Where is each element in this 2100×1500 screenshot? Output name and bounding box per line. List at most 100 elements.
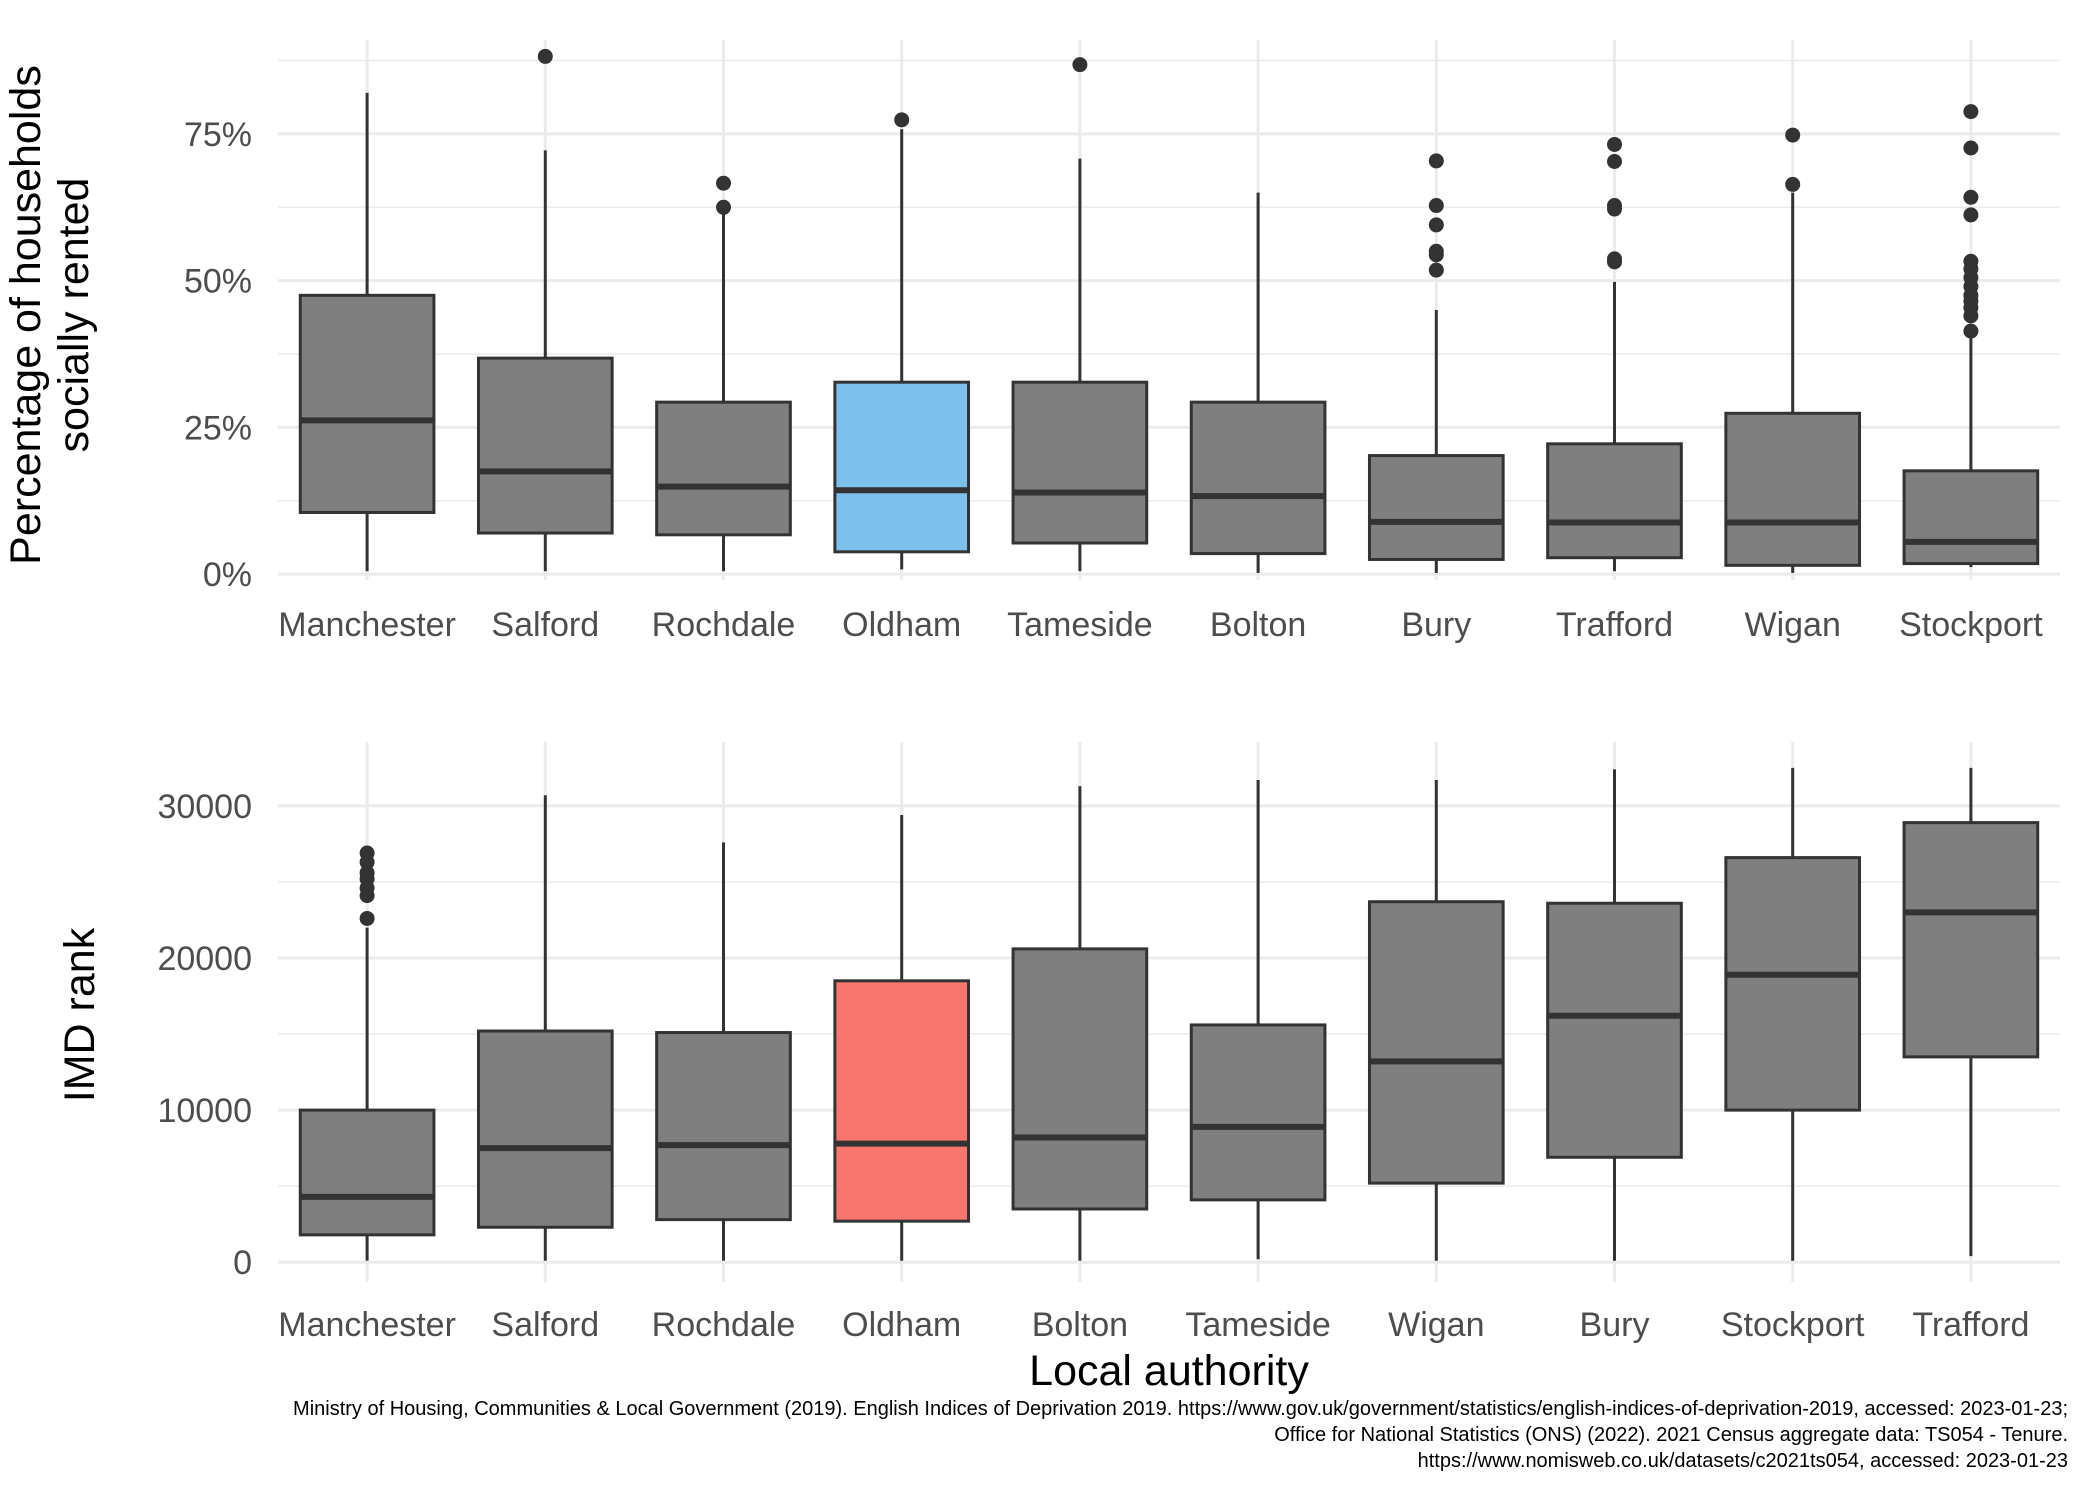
box-rochdale [655,175,792,572]
outlier-point [1428,198,1444,214]
box-tameside [1011,57,1149,572]
outlier-point [1963,104,1979,120]
x-tick-label: Tameside [1185,1306,1331,1344]
outlier-point [1428,262,1444,278]
iqr-box [1011,947,1149,1211]
x-tick-label: Tameside [1007,606,1153,644]
box-bury [1546,769,1683,1261]
x-tick-label: Wigan [1745,606,1841,644]
x-tick-label: Wigan [1388,1306,1484,1344]
box-trafford [1546,136,1683,572]
iqr-box [1546,442,1683,560]
caption-line: Office for National Statistics (ONS) (20… [1274,1424,2068,1446]
iqr-box [1546,901,1683,1159]
box-bolton [1189,192,1327,573]
x-tick-label: Rochdale [652,1306,796,1344]
outlier-point [1428,243,1444,259]
outlier-point [1785,176,1801,192]
x-tick-label: Manchester [278,1306,456,1344]
x-tick-label: Bolton [1210,606,1306,644]
plot-panel-1: 0% 25% 50% 75% Manchester Salford Rochdale Oldh… [2,40,2060,644]
box-rochdale [655,842,792,1261]
x-tick-label: Rochdale [652,606,796,644]
outlier-point [1428,153,1444,169]
y-tick-label: 50% [184,263,252,301]
plot-panel-2: 0 10000 20000 30000 Manchester Salford Rochdal… [56,742,2060,1395]
x-tick-label: Salford [491,1306,599,1344]
outlier-point [359,865,375,881]
outlier-point [1607,154,1622,169]
x-tick-label: Salford [491,606,599,644]
box-tameside [1189,780,1327,1260]
y-tick-label: 0% [203,556,252,594]
box-bolton [1011,786,1149,1261]
box-stockport [1902,104,2040,568]
outlier-point [716,175,731,191]
iqr-box [1189,1023,1327,1202]
iqr-box [1724,856,1862,1112]
x-tick-label: Oldham [842,1306,961,1344]
x-tick-label: Manchester [278,606,456,644]
iqr-box [1902,821,2040,1059]
caption-line: https://www.nomisweb.co.uk/datasets/c202… [1417,1450,2068,1472]
box-trafford [1902,767,2040,1257]
iqr-box [476,356,614,535]
y-tick-label: 10000 [157,1092,252,1130]
x-tick-label: Stockport [1721,1306,1865,1344]
y-tick-label: 25% [184,409,252,447]
y-tick-label: 75% [184,116,252,154]
iqr-box [1902,469,2040,566]
x-tick-label: Oldham [842,606,961,644]
x-tick-label: Trafford [1912,1306,2029,1344]
box-manchester [298,92,436,572]
x-tick-label: Bolton [1032,1306,1128,1344]
outlier-point [1785,127,1801,143]
iqr-box [655,400,792,537]
y-tick-label: 0 [233,1244,252,1282]
iqr-box [298,293,436,514]
box-bury [1367,153,1505,573]
y-axis-title: IMD rank [56,927,104,1102]
outlier-point [716,199,731,215]
box-oldham [833,112,971,570]
outlier-point [1963,207,1979,223]
box-salford [476,795,614,1261]
y-tick-label: 20000 [157,940,252,978]
outlier-point [359,845,375,861]
x-axis-title: Local authority [1029,1347,1309,1395]
box-manchester [298,845,436,1261]
outlier-point [1072,57,1088,73]
iqr-box [1367,454,1505,561]
y-axis-title: socially rented [50,178,98,453]
outlier-point [1963,140,1979,156]
iqr-box [476,1029,614,1229]
outlier-point [1963,323,1979,339]
x-tick-label: Bury [1401,606,1471,644]
iqr-box [833,380,971,554]
outlier-point [1607,198,1622,214]
iqr-box [1011,380,1149,545]
iqr-box [833,979,971,1223]
iqr-box [655,1031,792,1222]
outlier-point [1607,251,1622,267]
outlier-point [1963,189,1979,205]
box-stockport [1724,767,1862,1261]
iqr-box [1367,900,1505,1185]
iqr-box [298,1108,436,1237]
y-tick-label: 30000 [157,788,252,826]
iqr-box [1189,400,1327,556]
x-tick-label: Bury [1580,1306,1650,1344]
outlier-point [1963,253,1979,269]
outlier-point [894,112,910,128]
box-wigan [1367,780,1505,1261]
outlier-point [1428,217,1444,233]
box-wigan [1724,127,1862,573]
y-axis-title: Percentage of households [2,65,50,565]
x-tick-label: Stockport [1899,606,2043,644]
box-oldham [833,815,971,1261]
iqr-box [1724,411,1862,567]
outlier-point [1607,136,1622,152]
outlier-point [359,910,375,926]
source-caption: Ministry of Housing, Communities & Local… [293,1396,2068,1474]
